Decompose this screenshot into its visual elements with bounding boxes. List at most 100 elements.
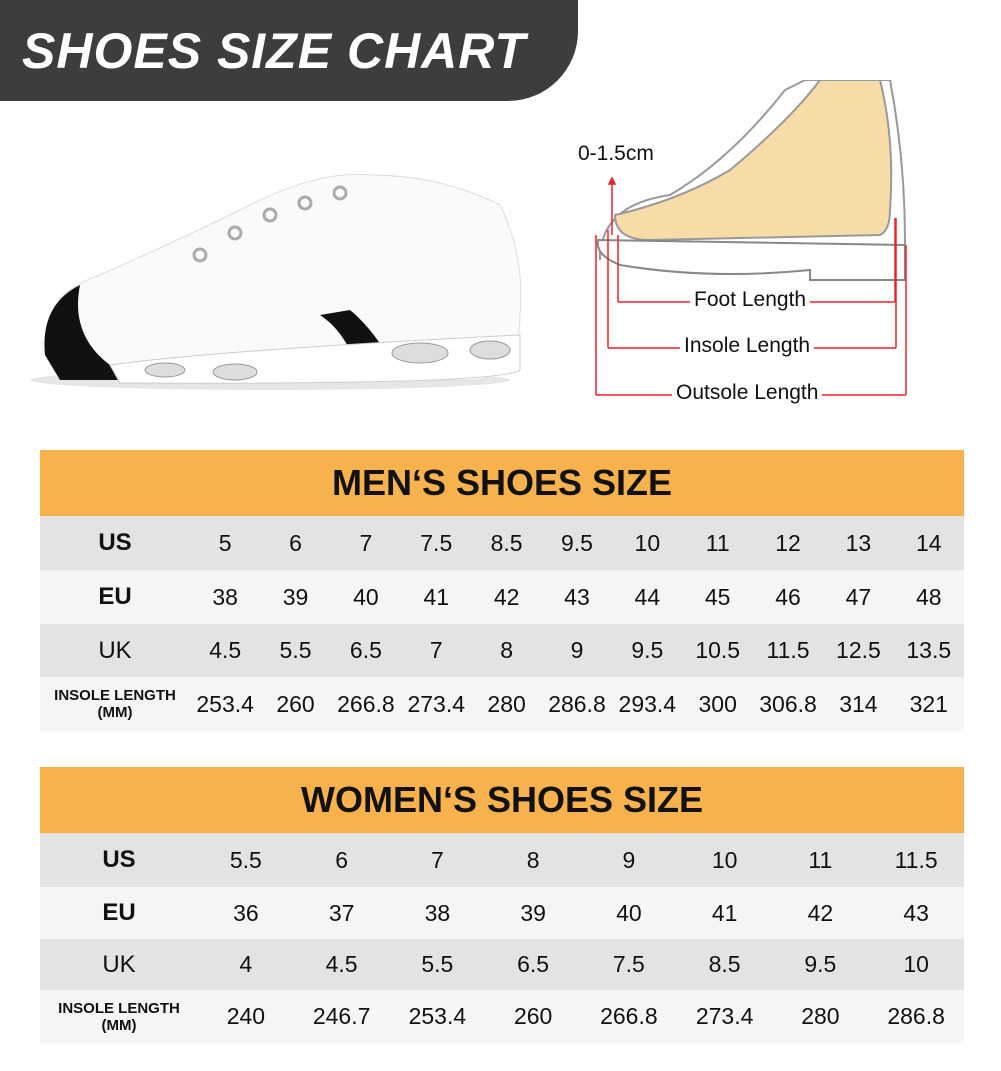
size-cell: 42 bbox=[807, 899, 834, 926]
size-cell: 39 bbox=[282, 583, 309, 610]
table-row: INSOLE LENGTH (MM) 253.4 260 266.8 273.4 280 2… bbox=[40, 677, 964, 731]
size-cell: 42 bbox=[493, 583, 520, 610]
size-cell: 13 bbox=[845, 529, 872, 556]
size-cell: 6.5 bbox=[349, 637, 382, 663]
size-cell: 8 bbox=[526, 846, 540, 873]
size-cell: 11.5 bbox=[894, 846, 938, 873]
size-cell: 246.7 bbox=[312, 1003, 371, 1029]
row-label: EU bbox=[102, 899, 136, 926]
size-cell: 40 bbox=[616, 899, 642, 926]
size-cell: 38 bbox=[424, 899, 451, 926]
table-row: INSOLE LENGTH (MM) 240 246.7 253.4 260 266.8 2… bbox=[40, 990, 964, 1043]
size-cell: 13.5 bbox=[906, 637, 952, 663]
row-label: UK bbox=[98, 636, 132, 664]
womens-table-title: WOMEN‘S SHOES SIZE bbox=[40, 767, 964, 833]
size-cell: 7.5 bbox=[420, 529, 453, 556]
size-cell: 5.5 bbox=[279, 637, 312, 663]
size-cell: 300 bbox=[698, 690, 737, 717]
size-cell: 48 bbox=[915, 583, 942, 610]
size-cell: 6 bbox=[335, 846, 349, 873]
row-label: US bbox=[98, 529, 132, 556]
size-cell: 7 bbox=[359, 529, 373, 556]
size-cell: 7.5 bbox=[612, 951, 645, 977]
size-cell: 43 bbox=[903, 899, 929, 926]
size-cell: 253.4 bbox=[196, 690, 254, 717]
size-cell: 4.5 bbox=[325, 951, 358, 977]
size-cell: 7 bbox=[430, 846, 444, 873]
size-cell: 314 bbox=[839, 690, 878, 717]
size-cell: 40 bbox=[353, 583, 379, 610]
size-cell: 240 bbox=[226, 1003, 266, 1029]
size-cell: 7 bbox=[429, 637, 443, 663]
size-cell: 8 bbox=[500, 637, 514, 663]
size-cell: 4 bbox=[239, 951, 253, 977]
size-cell: 11.5 bbox=[766, 637, 810, 663]
size-cell: 9.5 bbox=[560, 529, 593, 556]
size-cell: 11 bbox=[808, 846, 833, 873]
size-cell: 46 bbox=[775, 583, 801, 610]
foot-length-label: Foot Length bbox=[690, 288, 811, 312]
page-title: SHOES SIZE CHART bbox=[22, 23, 527, 79]
row-label: INSOLE LENGTH (MM) bbox=[54, 687, 176, 721]
size-cell: 10 bbox=[711, 846, 738, 873]
title-banner: SHOES SIZE CHART bbox=[0, 0, 578, 101]
table-row: US 5.5 6 7 8 9 10 11 11.5 bbox=[40, 833, 964, 887]
row-label: EU bbox=[98, 583, 132, 610]
row-label: UK bbox=[102, 950, 136, 978]
outsole-length-label: Outsole Length bbox=[672, 381, 823, 405]
size-cell: 41 bbox=[711, 899, 738, 926]
size-cell: 260 bbox=[513, 1003, 553, 1029]
size-cell: 5 bbox=[218, 529, 232, 556]
size-cell: 5.5 bbox=[229, 846, 262, 873]
size-cell: 39 bbox=[520, 899, 546, 926]
size-cell: 36 bbox=[233, 899, 259, 926]
size-cell: 266.8 bbox=[337, 690, 395, 717]
size-cell: 9 bbox=[570, 637, 584, 663]
size-cell: 47 bbox=[845, 583, 872, 610]
size-cell: 273.4 bbox=[407, 690, 466, 717]
sneaker-image bbox=[30, 173, 522, 390]
size-cell: 306.8 bbox=[759, 690, 817, 717]
size-cell: 9 bbox=[622, 846, 636, 873]
size-cell: 12 bbox=[775, 529, 801, 556]
size-cell: 43 bbox=[564, 583, 590, 610]
toe-gap-label: 0-1.5cm bbox=[578, 142, 654, 165]
size-cell: 273.4 bbox=[695, 1003, 754, 1029]
size-cell: 321 bbox=[909, 690, 948, 717]
size-cell: 6 bbox=[289, 529, 302, 556]
size-cell: 10 bbox=[634, 529, 661, 556]
size-cell: 41 bbox=[423, 583, 450, 610]
row-label: INSOLE LENGTH (MM) bbox=[58, 999, 180, 1034]
size-cell: 286.8 bbox=[548, 690, 606, 717]
womens-size-table: WOMEN‘S SHOES SIZE US 5.5 6 7 8 9 10 11 11.5 EU 36… bbox=[40, 767, 964, 1043]
mens-table-title: MEN‘S SHOES SIZE bbox=[40, 450, 964, 516]
size-cell: 260 bbox=[276, 690, 315, 717]
table-row: UK 4.5 5.5 6.5 7 8 9 9.5 10.5 11.5 12.5 13.5 bbox=[40, 624, 964, 677]
size-cell: 6.5 bbox=[517, 951, 550, 977]
mens-size-table: MEN‘S SHOES SIZE US 5 6 7 7.5 8.5 9.5 10 11 12 13 1… bbox=[40, 450, 964, 731]
size-cell: 8.5 bbox=[490, 529, 523, 556]
size-cell: 10.5 bbox=[695, 637, 741, 663]
row-label: US bbox=[102, 846, 136, 873]
table-row: US 5 6 7 7.5 8.5 9.5 10 11 12 13 14 bbox=[40, 516, 964, 570]
size-cell: 45 bbox=[704, 583, 731, 610]
size-cell: 253.4 bbox=[408, 1003, 467, 1029]
size-cell: 280 bbox=[801, 1003, 840, 1029]
size-cell: 11 bbox=[705, 529, 730, 556]
size-cell: 9.5 bbox=[631, 637, 664, 663]
size-cell: 38 bbox=[212, 583, 238, 610]
size-cell: 10 bbox=[903, 951, 929, 977]
size-cell: 44 bbox=[634, 583, 661, 610]
table-row: EU 36 37 38 39 40 41 42 43 bbox=[40, 887, 964, 939]
size-cell: 266.8 bbox=[600, 1003, 658, 1029]
size-cell: 14 bbox=[915, 529, 942, 556]
size-cell: 286.8 bbox=[887, 1003, 945, 1029]
size-cell: 293.4 bbox=[618, 690, 677, 717]
size-cell: 9.5 bbox=[804, 951, 837, 977]
insole-length-label: Insole Length bbox=[680, 334, 815, 358]
size-cell: 12.5 bbox=[836, 637, 881, 663]
size-cell: 5.5 bbox=[421, 951, 454, 977]
table-row: UK 4 4.5 5.5 6.5 7.5 8.5 9.5 10 bbox=[40, 939, 964, 990]
size-cell: 4.5 bbox=[209, 637, 242, 663]
size-cell: 8.5 bbox=[708, 951, 741, 977]
